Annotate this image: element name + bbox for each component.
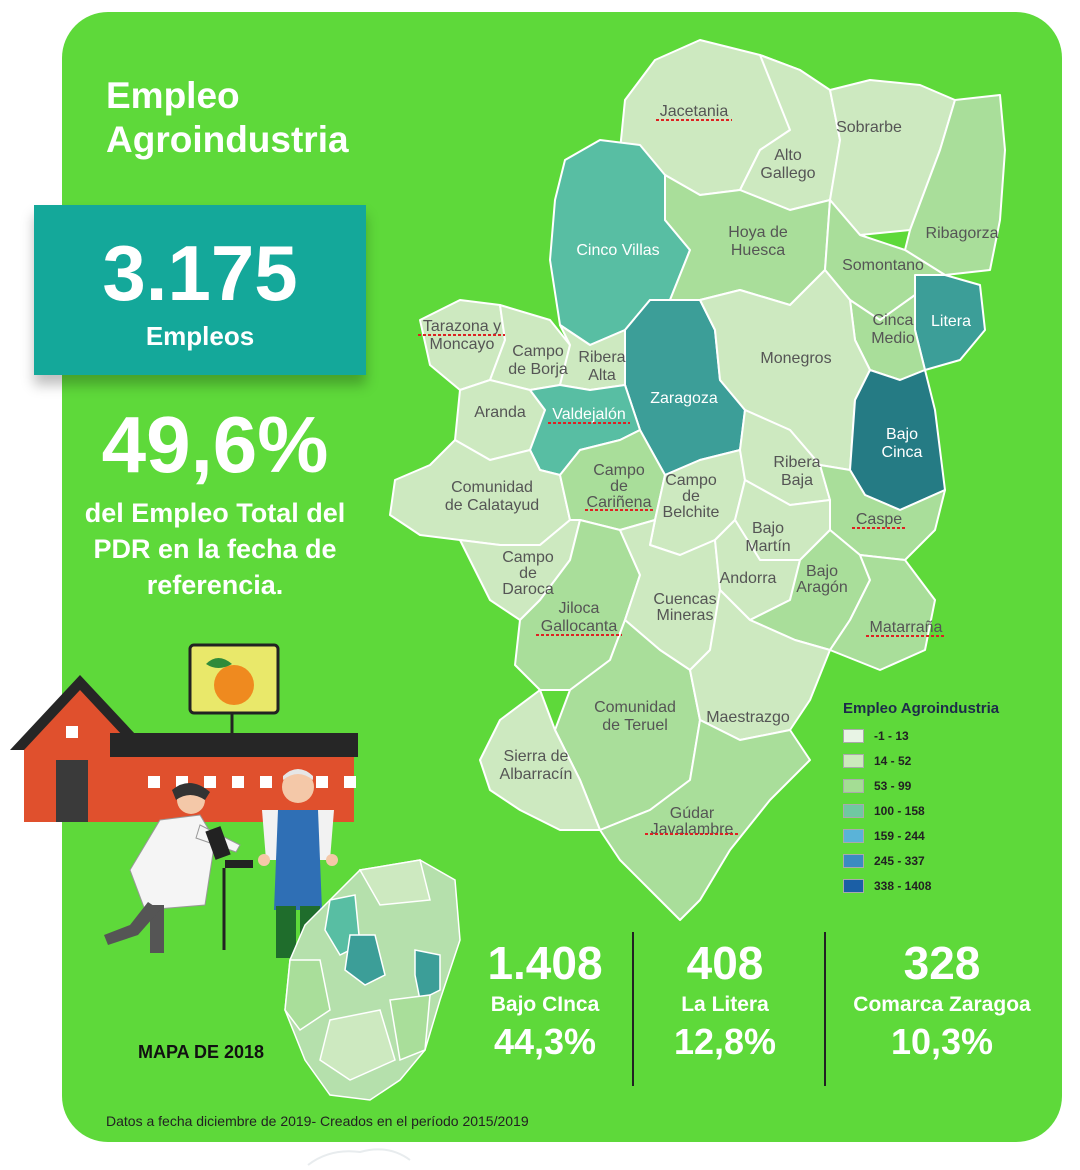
label-calatayud: Comunidad de Calatayud <box>445 479 539 514</box>
label-andorra: Andorra <box>720 570 777 587</box>
label-litera: Litera <box>931 313 971 330</box>
label-belchite: Campo de Belchite <box>663 472 720 521</box>
stat-bajo-cinca: 1.408 Bajo CInca 44,3% <box>470 935 620 1065</box>
label-caspe: Caspe <box>856 511 902 528</box>
label-ribagorza: Ribagorza <box>926 225 999 242</box>
legend-swatch <box>843 728 864 743</box>
legend-swatch <box>843 853 864 868</box>
region-ribagorza[interactable] <box>904 94 1006 276</box>
share-description: del Empleo Total del PDR en la fecha de … <box>84 498 346 600</box>
spellcheck-underlines <box>418 119 946 835</box>
stat-divider <box>824 932 826 1086</box>
label-jacetania: Jacetania <box>660 103 729 120</box>
stat-name: Bajo CInca <box>490 993 600 1016</box>
label-valdejalon: Valdejalón <box>552 406 626 423</box>
total-label: Empleos <box>145 321 255 351</box>
share-percent: 49,6% <box>101 400 329 489</box>
legend-label: 100 - 158 <box>874 803 925 818</box>
label-bajo-cinca: Bajo Cinca <box>882 426 923 461</box>
legend-item: 14 - 52 <box>843 748 999 773</box>
page-title: Empleo Agroindustria <box>106 74 349 162</box>
label-zaragoza: Zaragoza <box>650 390 718 407</box>
label-comunidad-de-teruel: Comunidad de Teruel <box>594 699 676 734</box>
stat-percent: 10,3% <box>890 1021 994 1062</box>
legend-label: 338 - 1408 <box>874 878 932 893</box>
legend-item: 245 - 337 <box>843 848 999 873</box>
legend-label: 53 - 99 <box>874 778 912 793</box>
legend-label: 245 - 337 <box>874 853 925 868</box>
label-maestrazgo: Maestrazgo <box>706 709 790 726</box>
label-aranda: Aranda <box>474 404 526 421</box>
legend-swatch <box>843 803 864 818</box>
scientist-icon <box>104 782 253 953</box>
small-map-caption: MAPA DE 2018 <box>138 1042 265 1062</box>
label-ribera-baja: Ribera Baja <box>773 454 820 489</box>
legend-swatch <box>843 828 864 843</box>
stat-percent: 12,8% <box>673 1021 777 1062</box>
map-legend: Empleo Agroindustria -1 - 13 14 - 52 53 - … <box>843 700 999 898</box>
label-monegros: Monegros <box>760 350 831 367</box>
legend-title: Empleo Agroindustria <box>843 700 1000 717</box>
legend-item: 100 - 158 <box>843 798 999 823</box>
legend-swatch <box>843 778 864 793</box>
legend-swatch <box>843 878 864 893</box>
legend-swatch <box>843 753 864 768</box>
stat-name: Comarca Zaragoa <box>853 993 1031 1016</box>
legend-label: -1 - 13 <box>874 728 909 743</box>
label-daroca: Campo de Daroca <box>502 549 554 598</box>
orange-sign-icon <box>188 643 280 735</box>
footnote: Datos a fecha diciembre de 2019- Creados… <box>106 1113 529 1129</box>
label-cinca-medio: Cinca Medio <box>871 312 915 347</box>
label-jiloca: Jiloca Gallocanta <box>541 600 618 635</box>
legend-item: 338 - 1408 <box>843 873 999 898</box>
total-employment-box: 3.175 Empleos <box>34 205 366 375</box>
stat-comarca-zaragoza: 328 Comarca Zaragoa 10,3% <box>842 935 1042 1065</box>
legend-label: 14 - 52 <box>874 753 912 768</box>
legend-item: 159 - 244 <box>843 823 999 848</box>
label-alto-gallego: Alto Gallego <box>760 147 815 182</box>
stat-divider <box>632 932 634 1086</box>
label-bajo-martin: Bajo Martín <box>745 520 790 555</box>
label-matarrana: Matarraña <box>870 619 943 636</box>
stat-value: 408 <box>686 937 764 989</box>
aragon-comarcas-map: Jacetania Alto Gallego Sobrarbe Ribagorza… <box>389 39 1006 921</box>
stat-value: 328 <box>903 937 981 989</box>
legend-label: 159 - 244 <box>874 828 925 843</box>
region-albarracin[interactable] <box>479 689 601 831</box>
title-line-1: Empleo <box>106 75 240 116</box>
stat-la-litera: 408 La Litera 12,8% <box>650 935 800 1065</box>
cursor-tree-decoration <box>307 1148 411 1166</box>
stat-percent: 44,3% <box>493 1021 597 1062</box>
title-line-2: Agroindustria <box>106 119 349 160</box>
label-carinena: Campo de Cariñena <box>587 462 652 511</box>
stat-name: La Litera <box>681 993 769 1016</box>
legend-item: 53 - 99 <box>843 773 999 798</box>
region-matarrana[interactable] <box>829 554 936 671</box>
label-cinco-villas: Cinco Villas <box>576 242 659 259</box>
label-ribera-alta: Ribera Alta <box>578 349 625 384</box>
legend-item: -1 - 13 <box>843 723 999 748</box>
label-sobrarbe: Sobrarbe <box>836 119 902 136</box>
label-somontano: Somontano <box>842 257 924 274</box>
stat-value: 1.408 <box>487 937 603 989</box>
farmer-icon <box>258 769 338 958</box>
label-tarazona: Tarazona y Moncayo <box>423 318 501 353</box>
label-bajo-aragon: Bajo Aragón <box>796 563 848 596</box>
label-hoya-de-huesca: Hoya de Huesca <box>728 224 788 259</box>
label-campo-de-borja: Campo de Borja <box>508 343 568 378</box>
total-value: 3.175 <box>102 229 298 317</box>
map-2018-thumbnail <box>284 859 461 1101</box>
label-albarracin: Sierra de Albarracín <box>500 748 573 783</box>
region-gudar-javalambre[interactable] <box>599 719 811 921</box>
label-cuencas-mineras: Cuencas Mineras <box>653 591 716 624</box>
